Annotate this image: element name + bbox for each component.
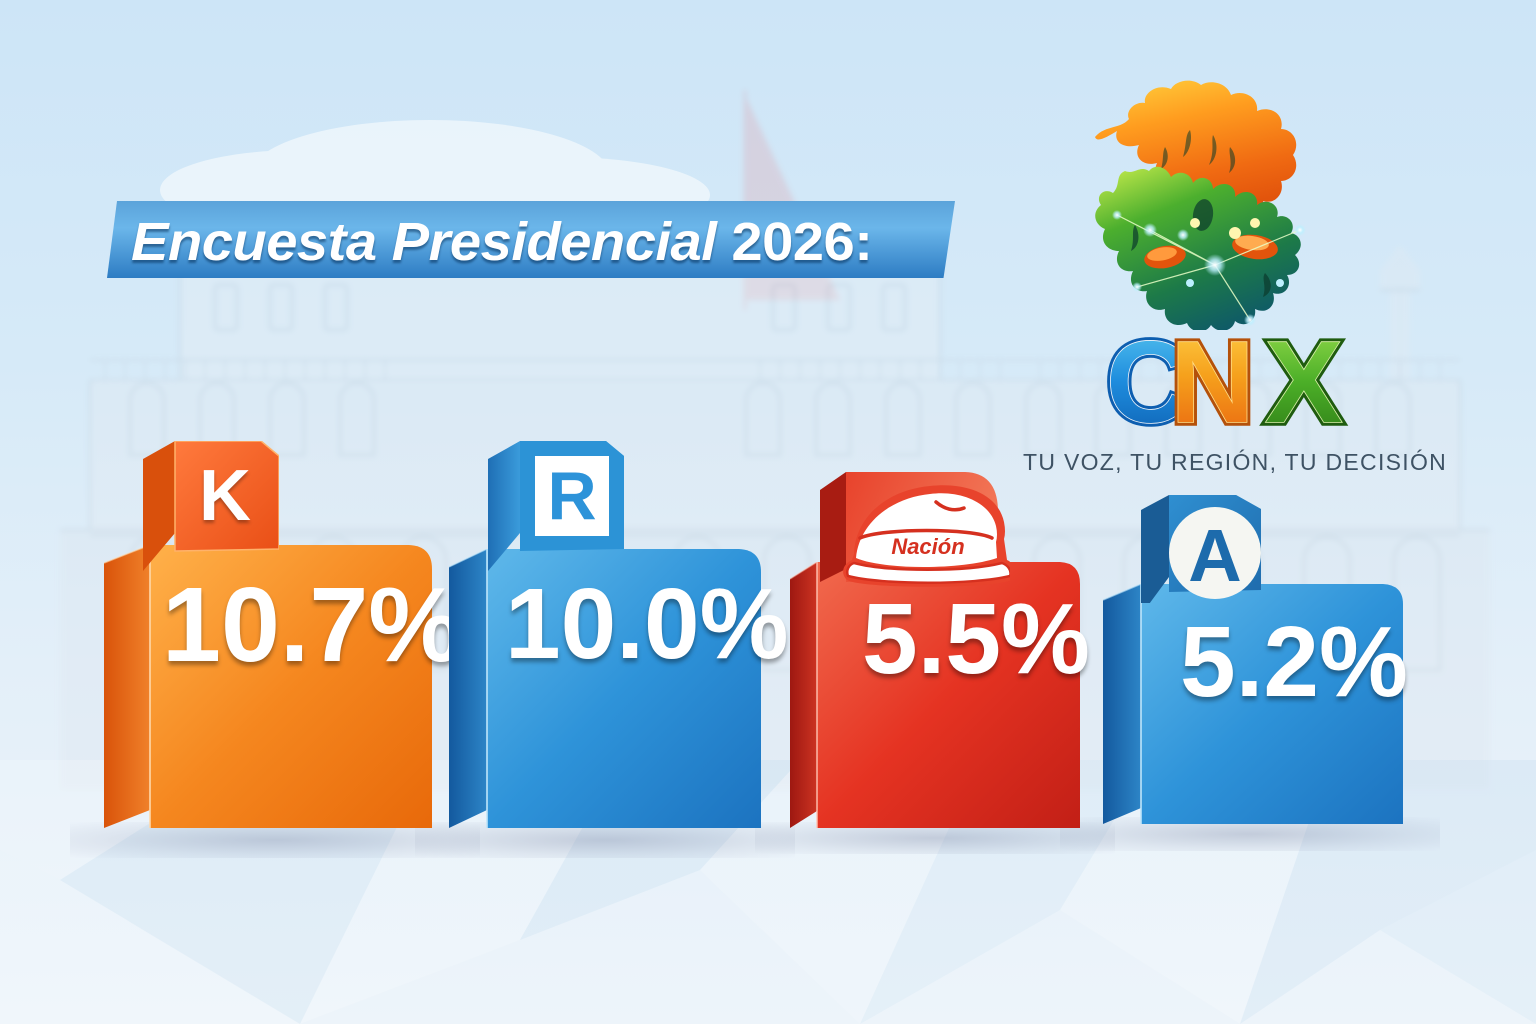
svg-text:A: A — [1188, 514, 1241, 597]
svg-text:Nación: Nación — [891, 534, 964, 559]
svg-text:N: N — [1171, 322, 1255, 442]
svg-text:X: X — [1265, 322, 1342, 442]
